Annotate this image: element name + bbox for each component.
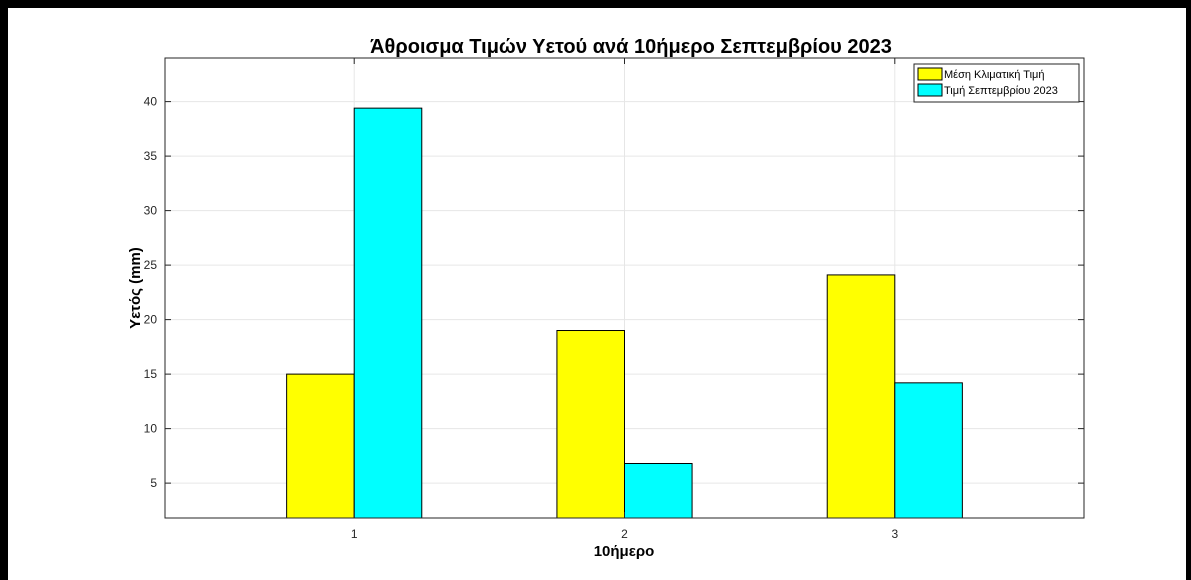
bar-sept2023-1 [353, 107, 423, 519]
legend: Μέση Κλιματική Τιμή Τιμή Σεπτεμβρίου 2023 [913, 63, 1080, 103]
bars [286, 107, 963, 519]
y-tick-label: 5 [150, 476, 157, 490]
legend-label: Τιμή Σεπτεμβρίου 2023 [944, 85, 1058, 97]
y-tick-label: 40 [144, 95, 158, 109]
y-tick-label: 35 [144, 149, 158, 163]
legend-swatch [917, 67, 943, 81]
y-tick-label: 20 [144, 313, 158, 327]
bar-chart: Άθροισμα Τιμών Υετού ανά 10ήμερο Σεπτεμβ… [127, 36, 1085, 560]
y-tick-label: 10 [144, 422, 158, 436]
x-tick-label: 3 [891, 527, 898, 541]
y-tick-label: 30 [144, 204, 158, 218]
y-tick-label: 15 [144, 367, 158, 381]
figure-frame: Άθροισμα Τιμών Υετού ανά 10ήμερο Σεπτεμβ… [8, 8, 1186, 580]
bar-sept2023-2 [624, 462, 693, 519]
bar-climatic-3 [826, 274, 896, 519]
axis-ticks: 5 10 15 20 25 30 35 40 1 2 3 [144, 58, 1084, 541]
bar-climatic-2 [556, 330, 625, 519]
y-tick-label: 25 [144, 258, 158, 272]
legend-label: Μέση Κλιματική Τιμή [944, 69, 1044, 81]
bar-climatic-1 [286, 373, 355, 519]
x-tick-label: 1 [351, 527, 358, 541]
y-axis-title: Υετός (mm) [127, 247, 144, 329]
x-tick-label: 2 [621, 527, 628, 541]
bar-sept2023-3 [894, 382, 963, 519]
legend-swatch [917, 83, 943, 97]
x-axis-title: 10ήμερο [594, 543, 655, 560]
chart-title: Άθροισμα Τιμών Υετού ανά 10ήμερο Σεπτεμβ… [370, 36, 892, 58]
